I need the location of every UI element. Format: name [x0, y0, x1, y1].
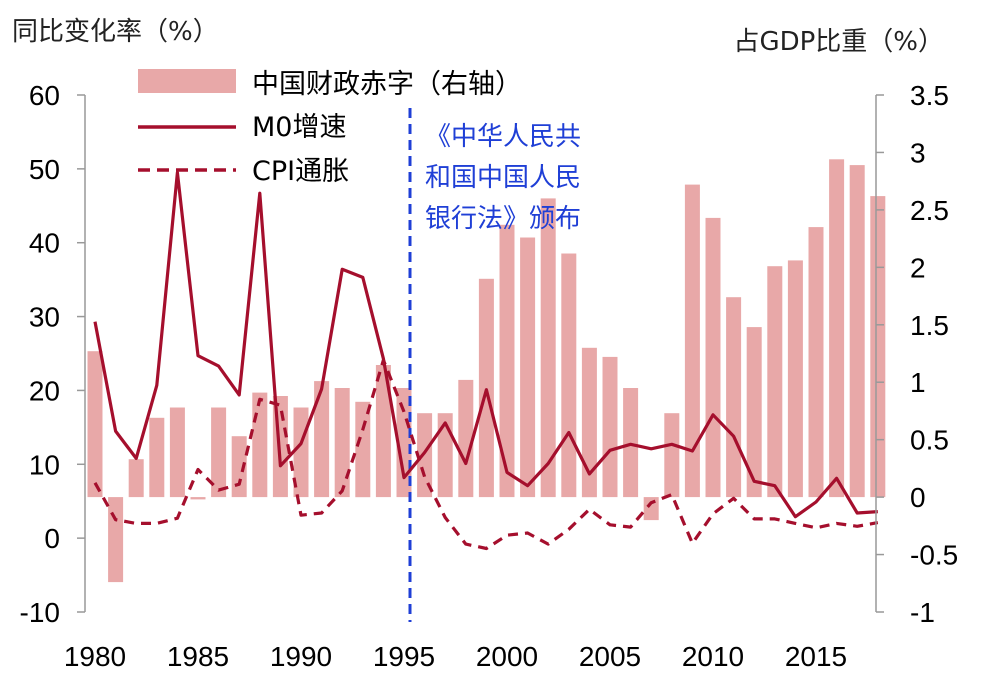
bar-2002 — [540, 198, 556, 498]
left-tick-label: 40 — [29, 228, 60, 259]
bar-1995 — [396, 388, 412, 498]
bar-1991 — [314, 381, 330, 498]
x-tick-label: 1985 — [167, 641, 229, 672]
bar-2001 — [520, 237, 536, 498]
left-tick-label: -10 — [20, 597, 60, 628]
right-tick-layer: -1 -0.5 0 0.5 1 1.5 2 2.5 3 3.5 — [876, 80, 958, 628]
bar-1984 — [169, 407, 185, 498]
x-tick-label: 2000 — [476, 641, 538, 672]
bar-1998 — [458, 379, 474, 498]
bar-1988 — [252, 392, 268, 498]
bar-2018 — [870, 196, 886, 498]
bar-1999 — [478, 278, 494, 498]
bar-2004 — [581, 347, 597, 498]
bar-2008 — [664, 413, 680, 498]
right-axis-title: 占GDP比重（%） — [733, 27, 944, 57]
left-tick-label: 60 — [29, 80, 60, 111]
annotation-line-1: 《中华人民共 — [425, 122, 581, 152]
right-tick-label: 3 — [910, 137, 926, 168]
bar-2003 — [561, 253, 577, 498]
bar-1992 — [334, 388, 350, 498]
legend: 中国财政赤字（右轴） M0增速 CPI通胀 — [138, 69, 522, 187]
bar-2006 — [623, 388, 639, 498]
bar-2012 — [746, 327, 762, 498]
bar-1997 — [437, 413, 453, 498]
x-tick-label: 2015 — [785, 641, 847, 672]
bar-2015 — [808, 227, 824, 498]
m0-line — [93, 171, 878, 519]
right-tick-label: 0.5 — [910, 425, 949, 456]
bar-1981 — [108, 497, 124, 583]
x-tick-label: 1990 — [270, 641, 332, 672]
x-tick-label: 1995 — [373, 641, 435, 672]
bar-2005 — [602, 356, 618, 498]
bar-1987 — [231, 436, 247, 498]
bar-1985 — [190, 497, 206, 500]
bar-1983 — [149, 417, 165, 498]
left-tick-label: 20 — [29, 375, 60, 406]
right-tick-label: 3.5 — [910, 80, 949, 111]
legend-swatch-deficit — [138, 69, 236, 93]
left-axis-title: 同比变化率（%） — [12, 17, 219, 47]
bar-2007 — [643, 497, 659, 521]
bar-1994 — [375, 365, 391, 498]
right-tick-label: 0 — [910, 482, 926, 513]
left-tick-label: 10 — [29, 449, 60, 480]
left-tick-layer: -10 0 10 20 30 40 50 60 — [20, 80, 85, 628]
bar-2000 — [499, 224, 515, 498]
legend-label-deficit: 中国财政赤字（右轴） — [252, 69, 522, 100]
bar-2009 — [684, 184, 700, 498]
cpi-line — [93, 358, 879, 551]
left-tick-label: 30 — [29, 302, 60, 333]
lines-layer — [93, 171, 879, 551]
bar-2013 — [767, 266, 783, 498]
left-tick-label: 0 — [44, 523, 60, 554]
right-tick-label: -0.5 — [910, 540, 958, 571]
bar-1986 — [211, 407, 227, 498]
bar-2017 — [849, 165, 865, 498]
x-tick-layer: 1980 1985 1990 1995 2000 2005 2010 2015 — [64, 641, 847, 672]
bar-1996 — [417, 413, 433, 498]
bar-2010 — [705, 217, 721, 498]
right-tick-label: -1 — [910, 597, 935, 628]
x-tick-label: 2010 — [682, 641, 744, 672]
annotation-line-2: 和国中国人民 — [425, 163, 581, 193]
right-tick-label: 2 — [910, 252, 926, 283]
legend-label-cpi: CPI通胀 — [252, 156, 349, 187]
left-tick-label: 50 — [29, 154, 60, 185]
legend-label-m0: M0增速 — [252, 112, 346, 143]
x-tick-label: 1980 — [64, 641, 126, 672]
bar-2016 — [829, 159, 845, 498]
bar-2011 — [726, 297, 742, 498]
right-tick-label: 2.5 — [910, 195, 949, 226]
annotation-text: 《中华人民共 和国中国人民 银行法》颁布 — [425, 122, 581, 234]
bar-1982 — [128, 459, 144, 498]
right-tick-label: 1 — [910, 367, 926, 398]
bar-1980 — [87, 351, 103, 498]
x-tick-label: 2005 — [579, 641, 641, 672]
bar-2014 — [787, 260, 803, 498]
bar-1993 — [355, 401, 371, 498]
right-tick-label: 1.5 — [910, 310, 949, 341]
annotation-line-3: 银行法》颁布 — [425, 204, 581, 234]
